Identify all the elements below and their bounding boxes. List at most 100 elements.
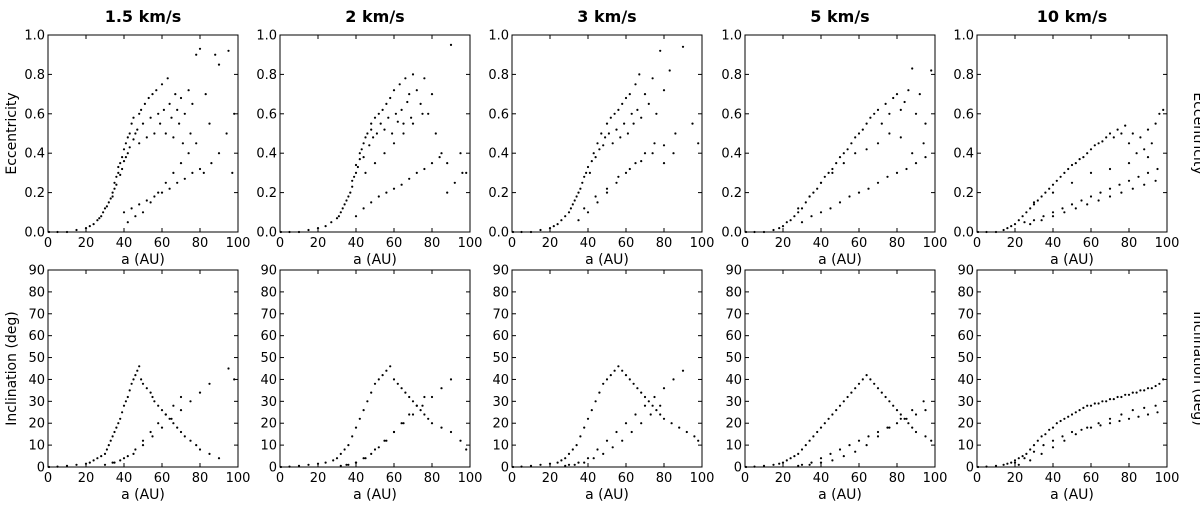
y-tick-label: 0.2: [256, 186, 277, 201]
data-point: [440, 152, 443, 155]
data-point: [924, 156, 927, 159]
data-point: [899, 136, 902, 139]
data-point: [865, 122, 868, 125]
data-point: [1154, 384, 1157, 388]
data-point: [1013, 461, 1017, 464]
data-point: [141, 444, 145, 447]
data-point: [911, 67, 914, 70]
data-point: [117, 171, 120, 174]
data-point: [134, 448, 137, 451]
data-point: [797, 211, 800, 214]
data-point: [647, 400, 650, 403]
data-point: [162, 108, 165, 111]
data-point: [643, 152, 647, 155]
data-point: [1105, 400, 1108, 403]
y-axis-label: Inclination (deg): [1190, 311, 1200, 426]
data-point: [905, 167, 908, 171]
data-point: [1010, 461, 1013, 464]
x-tick-label: 0: [973, 236, 981, 251]
data-point: [1146, 128, 1150, 131]
data-point: [613, 112, 616, 115]
data-point: [307, 228, 310, 232]
y-tick-label: 20: [957, 417, 974, 432]
data-point: [1059, 175, 1062, 178]
data-point: [391, 132, 394, 135]
data-point: [918, 93, 921, 96]
data-point: [590, 160, 593, 163]
subplot-eccentricity-0: 1.5 km/s 0 20 40 60 80 100 0.0 0.2 0.4 0.6 0.8 1.0 a …: [4, 7, 250, 268]
data-point: [233, 378, 236, 381]
x-tick-label: 40: [580, 471, 597, 486]
data-point: [1040, 195, 1043, 198]
data-point: [1032, 444, 1036, 447]
data-point: [377, 112, 380, 115]
x-tick-label: 100: [226, 471, 251, 486]
data-point: [511, 465, 515, 469]
data-point: [217, 63, 221, 66]
data-point: [138, 112, 141, 115]
y-tick-label: 80: [28, 285, 45, 300]
data-point: [402, 122, 405, 125]
y-tick-label: 0.4: [721, 147, 742, 162]
data-point: [358, 158, 361, 161]
data-point: [324, 225, 327, 228]
data-point: [176, 181, 179, 184]
data-point: [810, 215, 813, 218]
data-point: [1162, 108, 1165, 111]
data-point: [604, 136, 607, 139]
data-point: [797, 452, 800, 455]
y-tick-label: 60: [957, 329, 974, 344]
data-point: [113, 187, 116, 190]
x-tick-label: 100: [690, 236, 715, 251]
data-point: [385, 102, 388, 105]
data-point: [778, 462, 781, 465]
data-point: [345, 199, 348, 202]
x-tick-label: 100: [923, 236, 948, 251]
plot-frame: [511, 34, 703, 233]
data-point: [349, 191, 352, 194]
data-point: [1116, 128, 1119, 131]
data-point: [634, 413, 637, 416]
data-point: [138, 142, 141, 145]
data-point: [415, 404, 418, 407]
data-point: [888, 400, 891, 403]
data-point: [136, 128, 139, 131]
x-tick-label: 40: [813, 471, 830, 486]
data-point: [831, 171, 834, 174]
data-point: [842, 455, 845, 458]
data-point: [848, 195, 851, 198]
data-point: [781, 461, 785, 464]
data-point: [347, 195, 350, 198]
data-point: [119, 417, 122, 420]
data-point: [585, 171, 588, 174]
data-point: [354, 163, 358, 167]
column-title: 2 km/s: [345, 7, 404, 26]
data-point: [539, 228, 542, 232]
data-point: [596, 142, 599, 145]
data-point: [1137, 175, 1140, 178]
data-point: [617, 175, 620, 178]
data-point: [419, 102, 422, 105]
data-point: [1070, 163, 1074, 167]
data-point: [1023, 457, 1026, 460]
data-point: [810, 461, 813, 464]
y-tick-label: 30: [725, 395, 742, 410]
data-point: [332, 459, 335, 462]
data-point: [47, 230, 51, 234]
plot-frame: [976, 269, 1168, 468]
y-tick-label: 10: [957, 439, 974, 454]
data-point: [446, 191, 449, 194]
data-point: [819, 426, 823, 429]
data-point: [911, 426, 914, 429]
data-point: [109, 197, 112, 200]
data-point: [800, 463, 804, 466]
data-point: [1002, 228, 1005, 232]
data-point: [831, 459, 834, 462]
data-point: [636, 108, 639, 111]
data-point: [121, 167, 124, 171]
data-point: [1108, 132, 1112, 135]
x-tick-label: 40: [580, 236, 597, 251]
y-tick-label: 30: [28, 395, 45, 410]
data-point: [812, 191, 815, 194]
data-point: [583, 207, 586, 210]
